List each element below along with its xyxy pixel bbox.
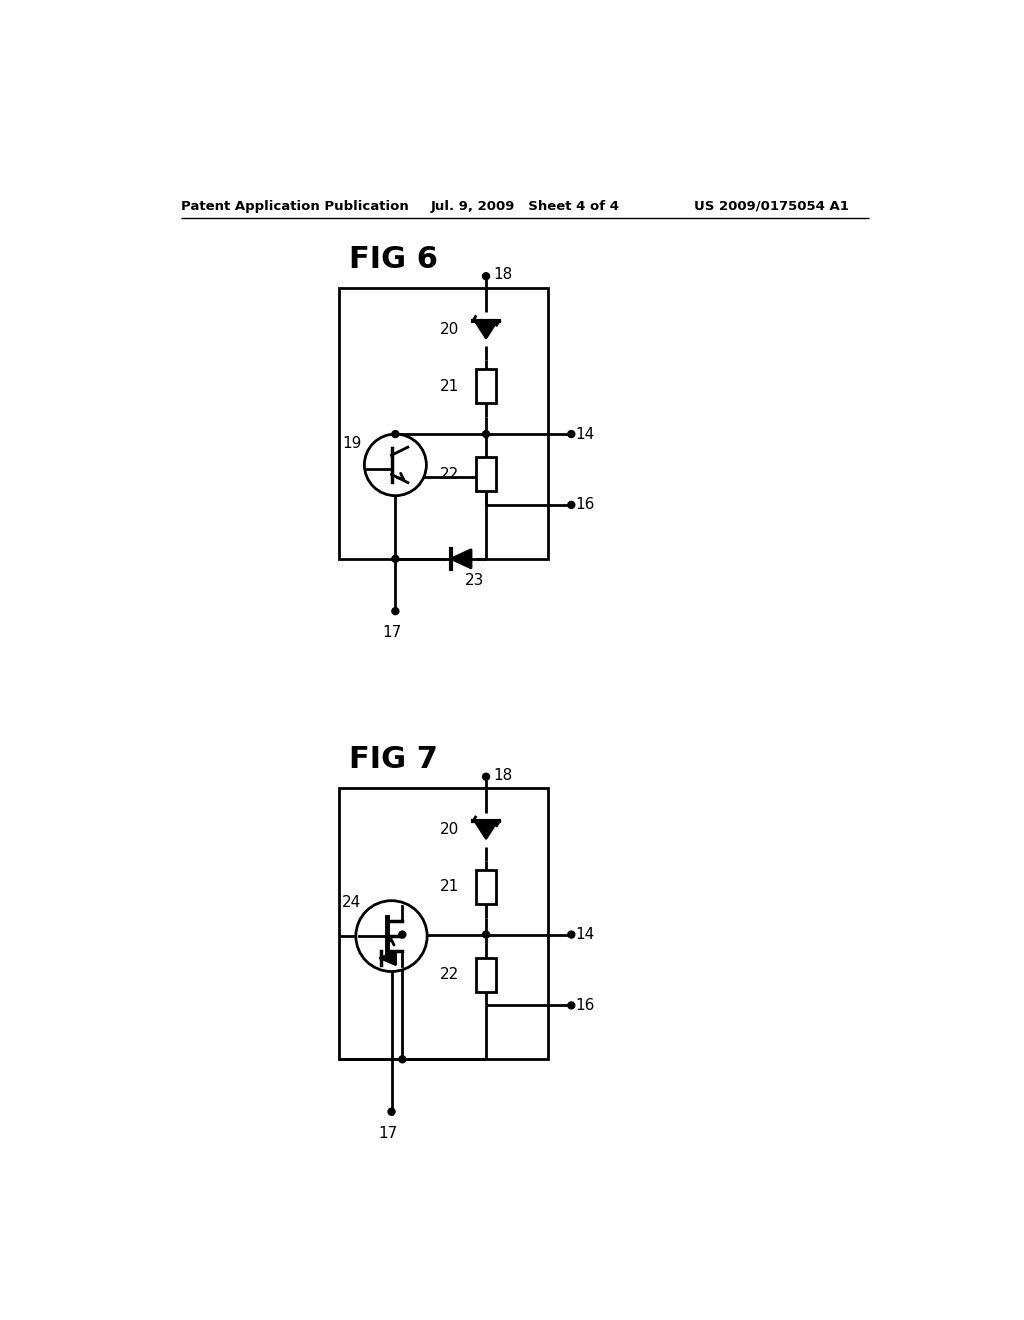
Text: 17: 17 (382, 626, 401, 640)
Text: Patent Application Publication: Patent Application Publication (180, 199, 409, 213)
Circle shape (568, 931, 574, 939)
Circle shape (399, 931, 406, 939)
Bar (476, 958, 496, 991)
Circle shape (365, 434, 426, 496)
Bar (476, 457, 496, 491)
Text: 17: 17 (378, 1126, 397, 1140)
Bar (476, 370, 496, 404)
Circle shape (392, 556, 399, 562)
Polygon shape (475, 321, 497, 338)
Text: FIG 6: FIG 6 (349, 244, 438, 273)
Text: 16: 16 (575, 498, 595, 512)
Polygon shape (452, 550, 471, 568)
Text: 18: 18 (494, 768, 513, 783)
Text: US 2009/0175054 A1: US 2009/0175054 A1 (693, 199, 849, 213)
Text: 16: 16 (575, 998, 595, 1012)
Circle shape (399, 1056, 406, 1063)
Circle shape (482, 931, 489, 939)
Text: 19: 19 (343, 436, 362, 450)
Text: 20: 20 (439, 322, 459, 337)
Circle shape (356, 900, 427, 972)
Bar (339, 788, 548, 1059)
Text: 22: 22 (439, 466, 459, 482)
Circle shape (482, 774, 489, 780)
Polygon shape (475, 821, 497, 838)
Text: 14: 14 (575, 426, 594, 442)
Circle shape (388, 1109, 395, 1115)
Circle shape (392, 607, 399, 615)
Circle shape (568, 430, 574, 437)
Text: 21: 21 (439, 379, 459, 393)
Text: FIG 7: FIG 7 (349, 744, 437, 774)
Text: 21: 21 (439, 879, 459, 895)
Circle shape (568, 1002, 574, 1008)
Text: 14: 14 (575, 927, 594, 942)
Text: 22: 22 (439, 968, 459, 982)
Polygon shape (381, 952, 395, 965)
Bar (339, 288, 548, 558)
Text: Jul. 9, 2009   Sheet 4 of 4: Jul. 9, 2009 Sheet 4 of 4 (430, 199, 620, 213)
Circle shape (482, 273, 489, 280)
Text: 24: 24 (342, 895, 361, 909)
Circle shape (568, 502, 574, 508)
Text: 20: 20 (439, 822, 459, 837)
Circle shape (482, 430, 489, 437)
Text: 23: 23 (465, 573, 484, 587)
Text: 18: 18 (494, 267, 513, 282)
Circle shape (392, 430, 399, 437)
Bar (476, 870, 496, 904)
